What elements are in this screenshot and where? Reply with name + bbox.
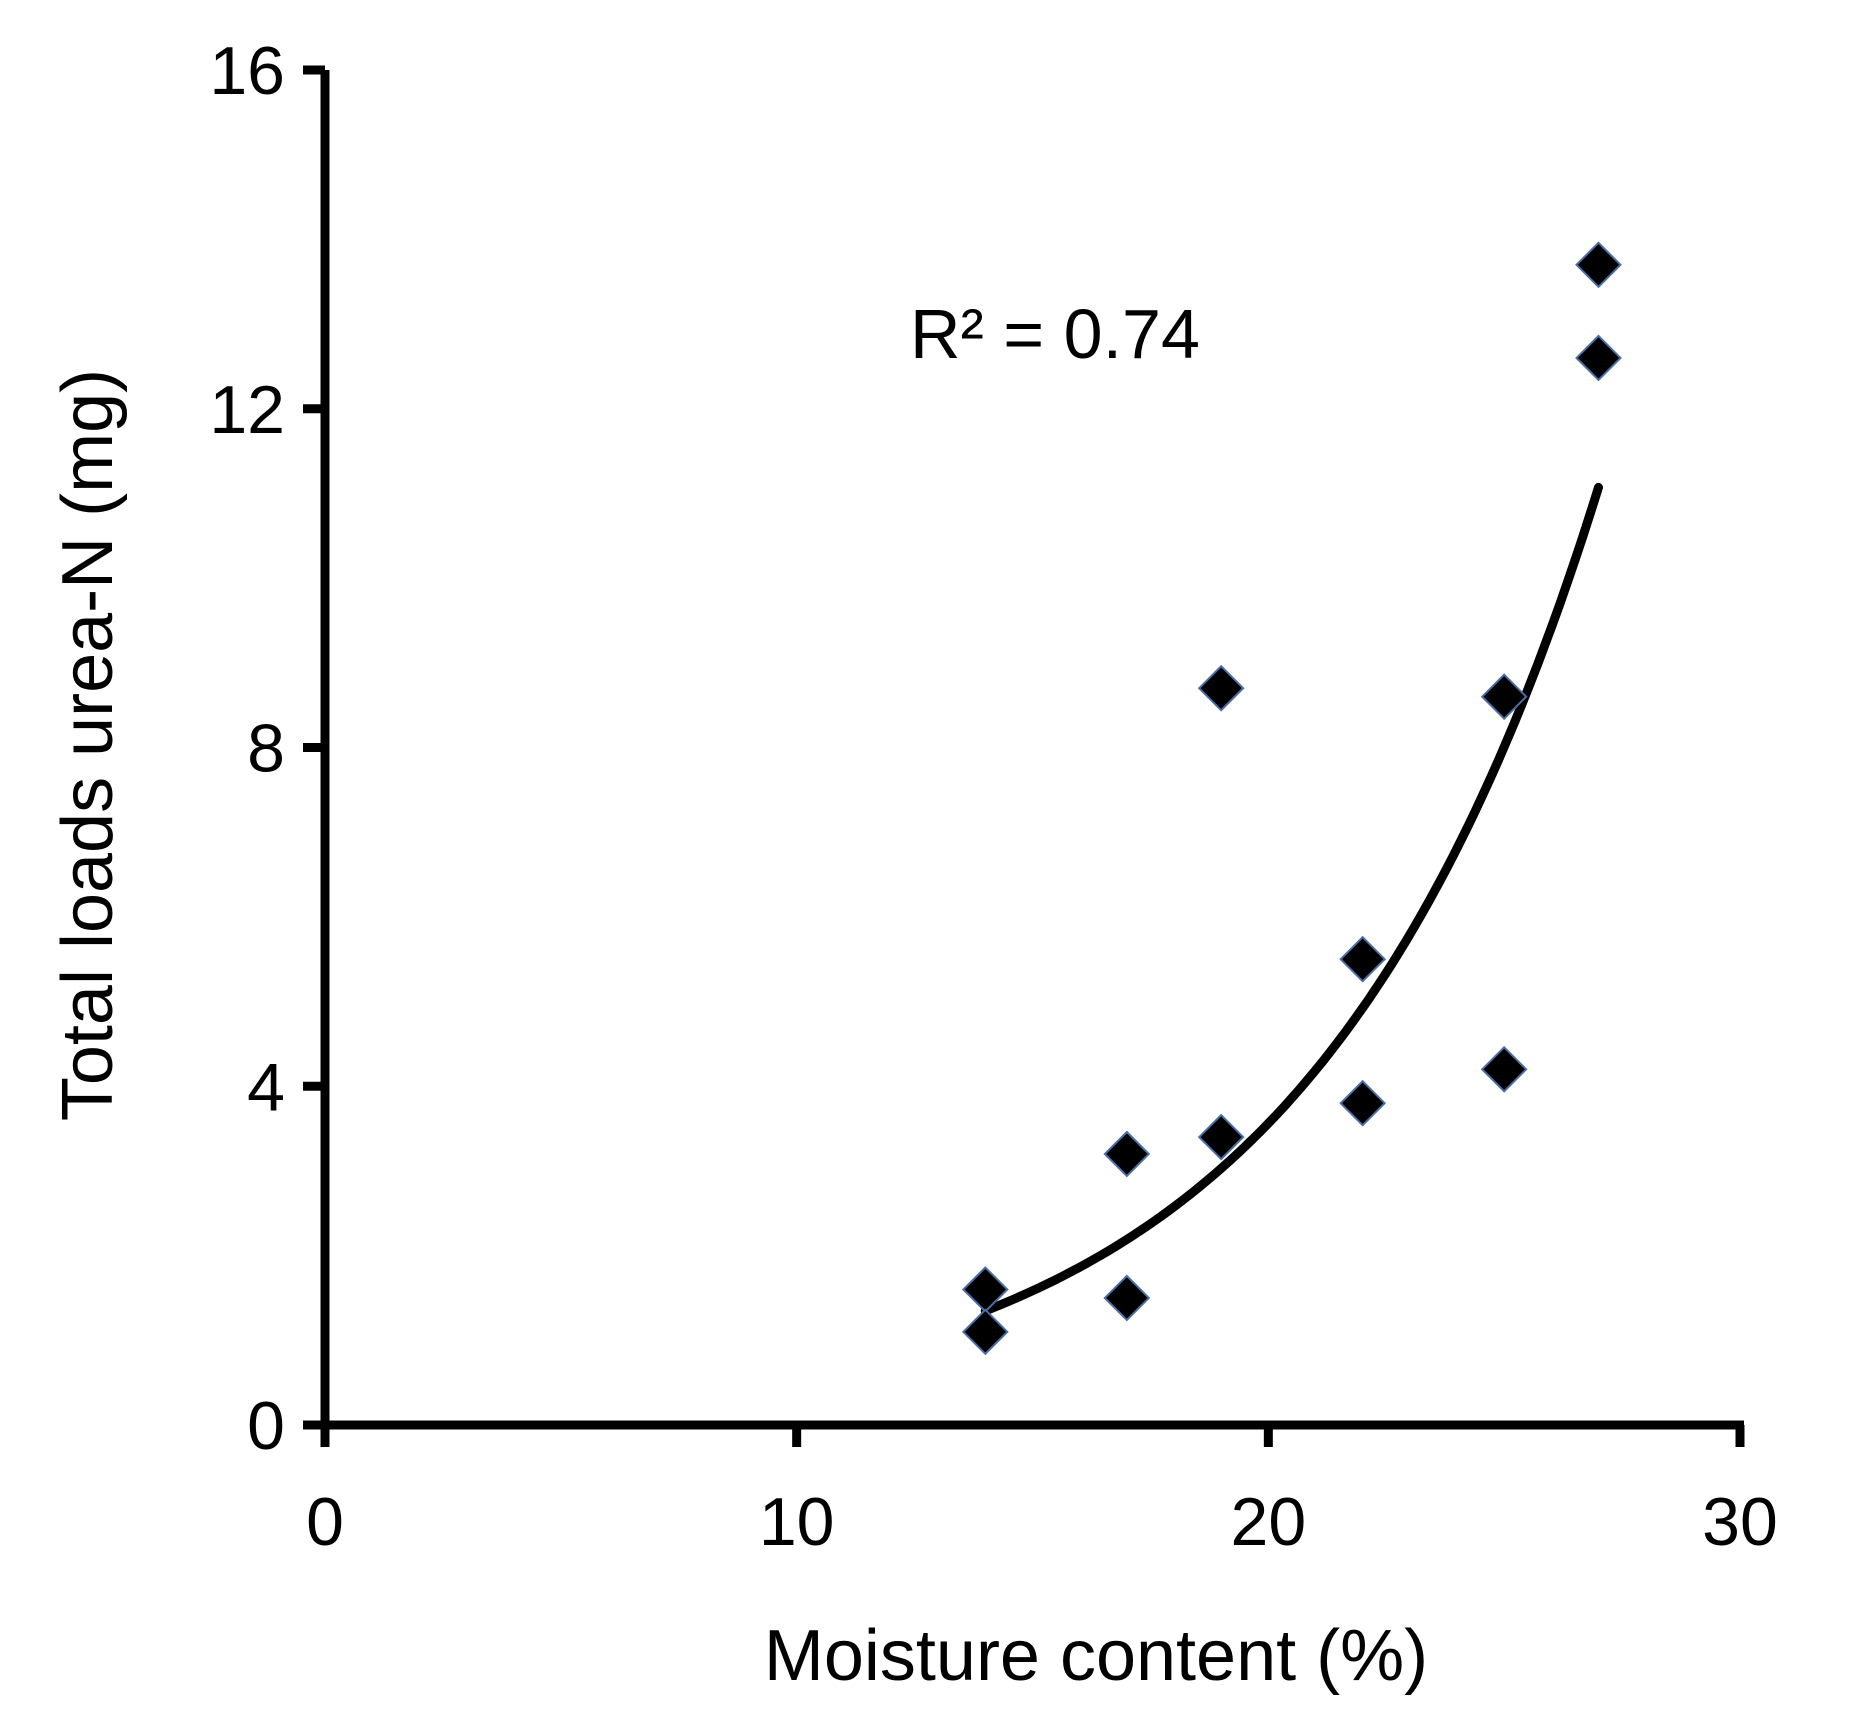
x-tick-label: 20 (1231, 1484, 1307, 1560)
y-tick-label: 0 (247, 1388, 285, 1464)
trendline-group (980, 482, 1603, 1316)
y-tick-label: 8 (247, 711, 285, 787)
x-tick-label: 30 (1702, 1484, 1778, 1560)
y-tick-label: 4 (247, 1049, 285, 1125)
y-tick-label: 12 (209, 372, 285, 448)
x-axis-ticks: 0 10 20 30 (306, 1425, 1778, 1560)
trendline (980, 482, 1603, 1316)
data-point (1575, 241, 1622, 289)
data-point (1197, 664, 1245, 712)
data-point (1103, 1130, 1151, 1178)
x-axis-title: Moisture content (%) (764, 1616, 1428, 1696)
data-point (1575, 334, 1622, 382)
data-point (961, 1308, 1009, 1356)
data-point (1339, 935, 1387, 983)
y-axis-title: Total loads urea-N (mg) (48, 369, 128, 1121)
x-tick-label: 10 (759, 1484, 835, 1560)
data-point (1339, 1079, 1387, 1127)
axes (320, 70, 1744, 1430)
annotation-r-squared: R² = 0.74 (910, 295, 1200, 373)
data-point (1103, 1274, 1151, 1322)
data-point (1197, 1113, 1245, 1161)
y-axis-ticks: 0 4 8 12 16 (209, 33, 325, 1464)
data-point (1480, 1045, 1528, 1093)
data-points (961, 241, 1622, 1356)
y-tick-label: 16 (209, 33, 285, 109)
data-point (1480, 673, 1528, 721)
x-tick-label: 0 (306, 1484, 344, 1560)
